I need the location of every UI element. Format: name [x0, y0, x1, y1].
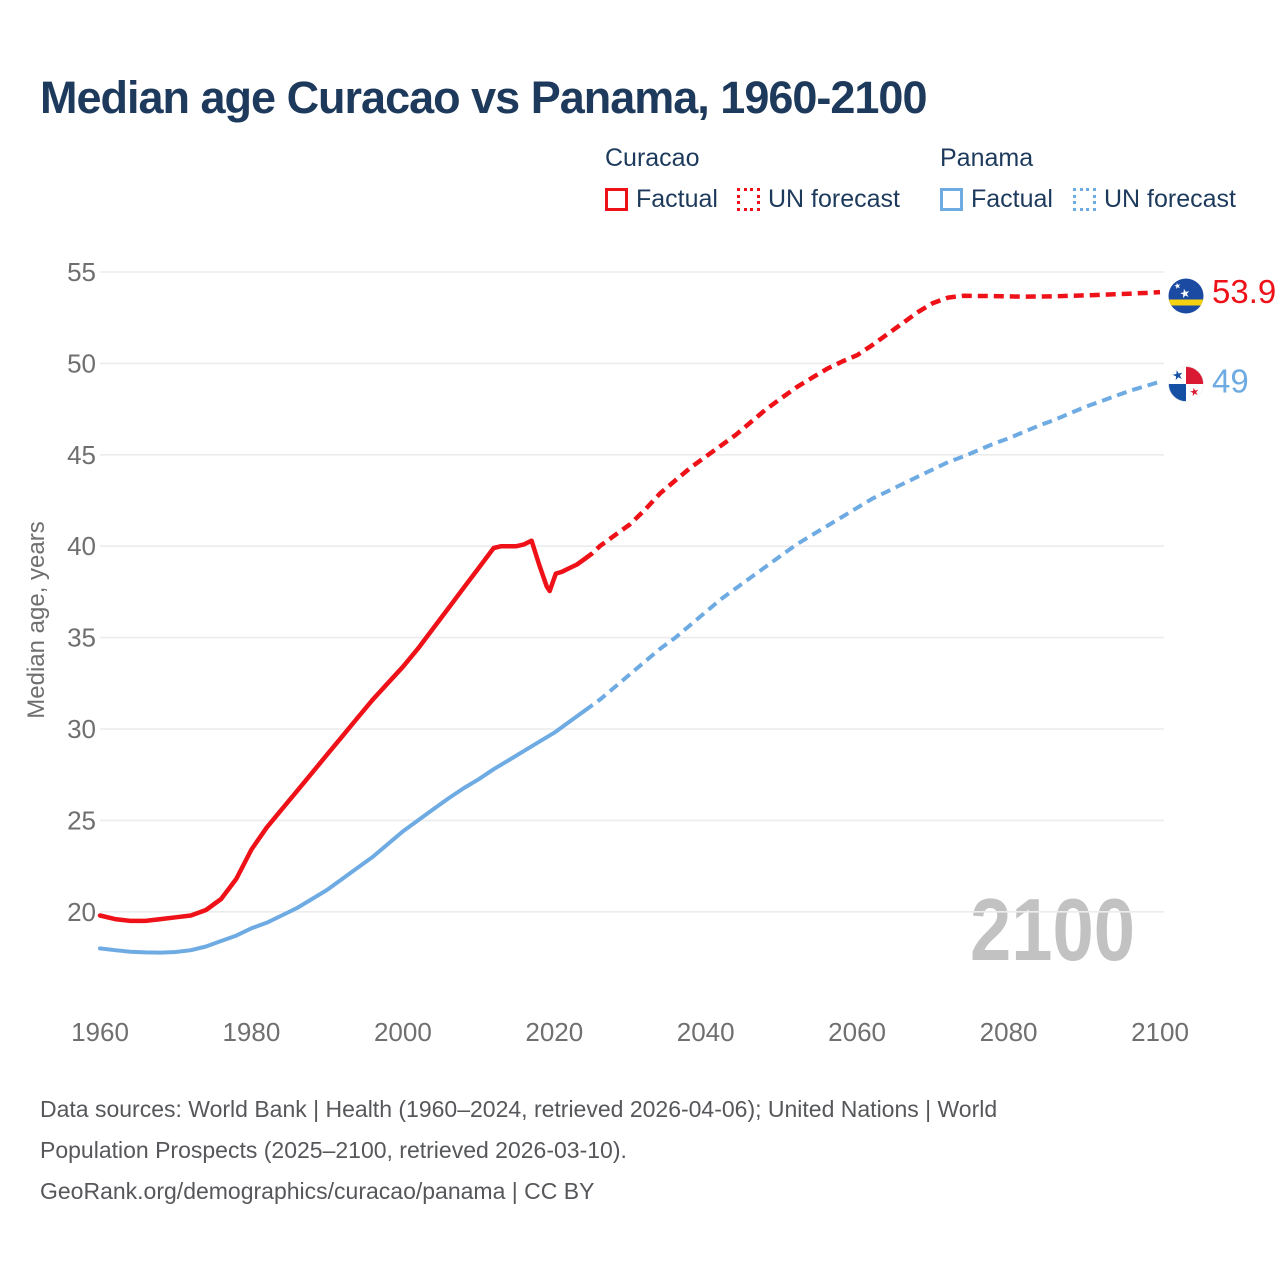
- page-title: Median age Curacao vs Panama, 1960-2100: [40, 72, 927, 123]
- x-tick-2060: 2060: [828, 1017, 886, 1047]
- series-2-factual-line: [98, 708, 587, 955]
- x-tick-1960: 1960: [71, 1017, 129, 1047]
- panama-flag-icon: ★★: [1168, 366, 1204, 402]
- panama-factual-swatch-icon: [940, 188, 963, 211]
- footer-line-3: GeoRank.org/demographics/curacao/panama …: [40, 1178, 595, 1204]
- legend-item-label: Factual: [971, 185, 1053, 213]
- y-tick-45: 45: [67, 440, 96, 470]
- legend-item-label: Factual: [636, 185, 718, 213]
- legend-group-curacao-label: Curacao: [605, 144, 700, 172]
- end-label-curacao: 53.9: [1212, 273, 1276, 310]
- svg-text:★: ★: [1171, 367, 1186, 384]
- curacao-forecast-swatch-icon: [737, 188, 760, 211]
- legend-item-label: UN forecast: [1104, 185, 1236, 213]
- footer-sources: Data sources: World Bank | Health (1960–…: [40, 1089, 1220, 1212]
- panama-forecast-swatch-icon: [1073, 188, 1096, 211]
- legend-item-curacao-forecast: UN forecast: [737, 185, 900, 214]
- footer-line-2: Population Prospects (2025–2100, retriev…: [40, 1137, 627, 1163]
- y-tick-25: 25: [67, 805, 96, 835]
- legend-group-panama-label: Panama: [940, 144, 1034, 172]
- x-tick-2000: 2000: [374, 1017, 432, 1047]
- series-1-forecast-line: [583, 289, 1161, 561]
- legend-item-panama-factual: Factual: [940, 185, 1053, 214]
- x-tick-2020: 2020: [525, 1017, 583, 1047]
- svg-text:★: ★: [1178, 286, 1191, 302]
- x-tick-2080: 2080: [980, 1017, 1038, 1047]
- end-label-panama: 49: [1212, 363, 1249, 400]
- x-tick-2100: 2100: [1131, 1017, 1189, 1047]
- y-tick-50: 50: [67, 348, 96, 378]
- curacao-flag-icon: ★★: [1168, 278, 1204, 314]
- x-tick-2040: 2040: [677, 1017, 735, 1047]
- svg-text:★: ★: [1188, 385, 1200, 400]
- y-axis-title: Median age, years: [23, 521, 50, 718]
- x-tick-1980: 1980: [222, 1017, 280, 1047]
- y-tick-40: 40: [67, 531, 96, 561]
- y-tick-35: 35: [67, 623, 96, 653]
- legend-item-panama-forecast: UN forecast: [1073, 185, 1236, 214]
- y-tick-55: 55: [67, 257, 96, 287]
- legend-item-curacao-factual: Factual: [605, 185, 718, 214]
- svg-text:★: ★: [1173, 281, 1182, 291]
- series-0-factual-line: [97, 538, 587, 924]
- footer-line-1: Data sources: World Bank | Health (1960–…: [40, 1096, 998, 1122]
- legend-item-label: UN forecast: [768, 185, 900, 213]
- curacao-factual-swatch-icon: [605, 188, 628, 211]
- y-tick-30: 30: [67, 714, 96, 744]
- y-tick-20: 20: [67, 897, 96, 927]
- series-3-forecast-line: [583, 379, 1161, 713]
- watermark-year: 2100: [970, 880, 1135, 979]
